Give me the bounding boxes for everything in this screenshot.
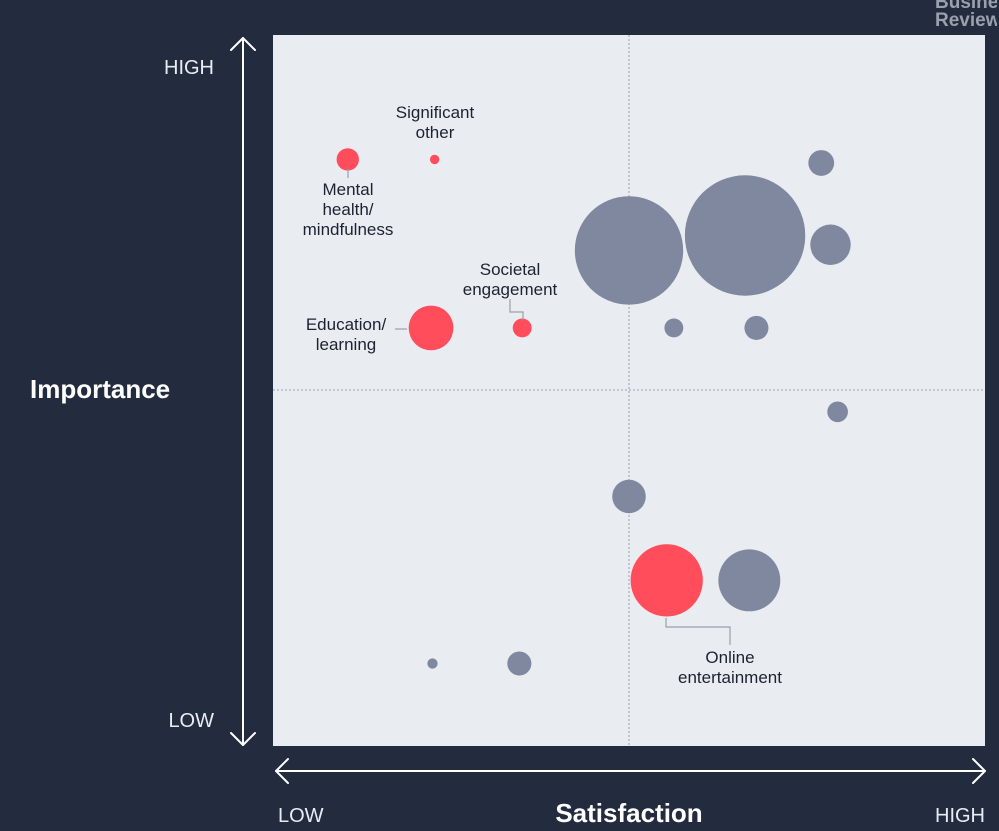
leader-line-societal-engagement xyxy=(509,299,524,320)
bubble-other-point-5 xyxy=(744,315,769,340)
bubble-significant-other xyxy=(429,154,440,165)
bubble-label-line: health/ xyxy=(322,200,373,219)
bubble-label-mental-health-mindfulness: Mental health/mindfulness xyxy=(303,180,394,239)
bubble-other-point-4 xyxy=(664,318,684,338)
bubble-label-line: learning xyxy=(316,335,377,354)
bubble-label-line: entertainment xyxy=(678,668,782,687)
bubble-other-point-3 xyxy=(810,224,851,265)
y-axis-arrow xyxy=(230,37,256,746)
bubble-label-line: Education/ xyxy=(306,315,387,334)
bubble-label-societal-engagement: Societal engagement xyxy=(463,260,558,299)
bubble-education-learning xyxy=(408,305,454,351)
x-tick-high: HIGH xyxy=(935,805,985,827)
bubble-label-line: Online xyxy=(705,648,754,667)
bubble-other-point-1 xyxy=(684,175,806,296)
brand-line-1: Business xyxy=(935,0,997,13)
bubble-other-point-6 xyxy=(827,401,848,423)
x-tick-low: LOW xyxy=(278,805,324,827)
brand-logo: Business Review xyxy=(935,0,997,30)
bubble-other-point-9 xyxy=(427,658,438,669)
bubble-mental-health-mindfulness xyxy=(336,148,359,171)
bubble-label-line: engagement xyxy=(463,280,558,299)
bubble-label-line: Societal xyxy=(480,260,540,279)
brand-line-2: Review xyxy=(935,10,997,30)
bubble-societal-engagement xyxy=(512,318,532,338)
bubble-other-point-0 xyxy=(574,196,684,305)
bubble-label-line: Significant xyxy=(396,103,475,122)
bubble-other-point-7 xyxy=(612,479,646,514)
bubble-label-online-entertainment: Online entertainment xyxy=(678,648,782,687)
leader-line-layer xyxy=(347,169,731,645)
bubble-online-entertainment xyxy=(630,544,703,617)
bubble-label-line: other xyxy=(416,123,455,142)
bubble-label-line: Mental xyxy=(322,180,373,199)
bubble-label-line: mindfulness xyxy=(303,220,394,239)
bubble-other-point-10 xyxy=(507,651,532,676)
x-axis-arrow xyxy=(275,758,986,784)
y-tick-low: LOW xyxy=(168,710,214,732)
bubble-layer xyxy=(336,148,851,676)
bubble-other-point-8 xyxy=(718,549,781,612)
bubble-label-significant-other: Significant other xyxy=(396,103,475,142)
y-axis-title: Importance xyxy=(30,374,170,404)
bubble-label-education-learning: Education/learning xyxy=(306,315,387,354)
y-tick-high: HIGH xyxy=(164,57,214,79)
leader-line-online-entertainment xyxy=(665,618,731,645)
bubble-other-point-2 xyxy=(808,150,835,176)
x-axis-title: Satisfaction xyxy=(555,798,702,828)
